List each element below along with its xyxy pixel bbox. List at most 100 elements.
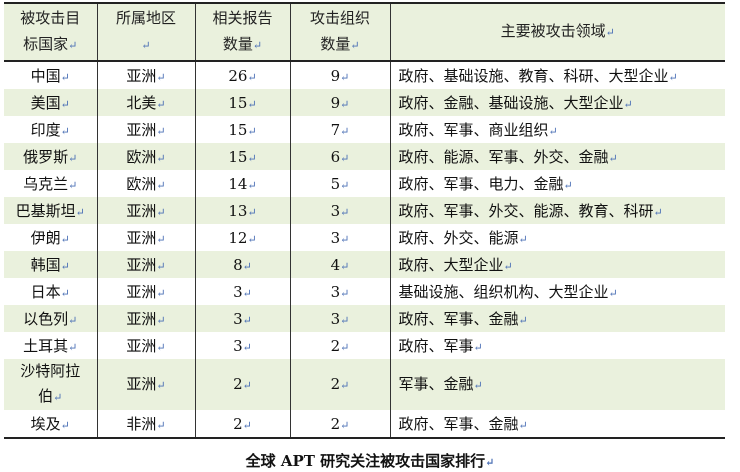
table-cell: 以色列↵ <box>4 305 98 332</box>
cell-text: 15 <box>228 147 248 166</box>
table-row: 俄罗斯↵ 欧洲↵ 15↵ 6↵ 政府、能源、军事、外交、金融↵ <box>4 143 725 170</box>
table-cell: 2↵ <box>194 359 291 410</box>
table-row: 印度↵ 亚洲↵ 15↵ 7↵ 政府、军事、商业组织↵ <box>4 116 725 143</box>
table-cell: 2↵ <box>194 410 291 438</box>
table-cell: 13↵ <box>194 197 291 224</box>
return-mark-icon: ↵ <box>485 456 495 469</box>
return-mark-icon: ↵ <box>156 341 166 354</box>
cell-text: 亚洲 <box>126 202 157 220</box>
return-mark-icon: ↵ <box>518 314 528 327</box>
cell-text: 美国 <box>30 94 61 112</box>
return-mark-icon: ↵ <box>242 378 252 392</box>
table-cell: 7↵ <box>289 116 391 143</box>
table-row: 土耳其↵ 亚洲↵ 3↵ 2↵ 政府、军事↵ <box>4 332 725 359</box>
cell-text: 9 <box>330 66 341 85</box>
table-cell: 俄罗斯↵ <box>4 143 98 170</box>
table-cell: 15↵ <box>194 143 291 170</box>
return-mark-icon: ↵ <box>242 418 252 432</box>
cell-text: 9 <box>330 93 341 112</box>
return-mark-icon: ↵ <box>53 391 63 404</box>
column-header: 主要被攻击领域↵ <box>389 3 725 61</box>
cell-text: 以色列 <box>23 310 69 328</box>
table-cell: 亚洲↵ <box>96 359 196 410</box>
cell-text: 政府、金融、基础设施、大型企业 <box>398 94 624 112</box>
table-cell: 3↵ <box>289 278 391 305</box>
table-cell: 亚洲↵ <box>96 224 196 251</box>
return-mark-icon: ↵ <box>247 70 257 84</box>
cell-text: 3 <box>330 309 341 328</box>
table-cell: 政府、军事、金融↵ <box>389 305 725 332</box>
column-header: 攻击组织数量↵ <box>289 3 391 61</box>
table-cell: 政府、金融、基础设施、大型企业↵ <box>389 89 725 116</box>
table-cell: 26↵ <box>194 61 291 89</box>
table-cell: 非洲↵ <box>96 410 196 438</box>
table-cell: 政府、大型企业↵ <box>389 251 725 278</box>
return-mark-icon: ↵ <box>247 178 257 192</box>
cell-text: 政府、基础设施、教育、科研、大型企业 <box>398 67 669 85</box>
cell-text: 2 <box>233 374 243 393</box>
return-mark-icon: ↵ <box>340 124 350 138</box>
table-cell: 2↵ <box>289 410 391 438</box>
table-row: 日本↵ 亚洲↵ 3↵ 3↵ 基础设施、组织机构、大型企业↵ <box>4 278 725 305</box>
table-cell: 3↵ <box>194 305 291 332</box>
table-cell: 政府、军事、电力、金融↵ <box>389 170 725 197</box>
cell-text: 伊朗 <box>30 229 61 247</box>
cell-text: 亚洲 <box>126 256 157 274</box>
return-mark-icon: ↵ <box>242 340 252 354</box>
column-header-label: 被攻击目标国家 <box>20 9 81 53</box>
return-mark-icon: ↵ <box>68 314 78 327</box>
return-mark-icon: ↵ <box>340 151 350 165</box>
return-mark-icon: ↵ <box>156 152 166 165</box>
return-mark-icon: ↵ <box>608 287 618 300</box>
return-mark-icon: ↵ <box>156 233 166 246</box>
cell-text: 欧洲 <box>126 175 157 193</box>
return-mark-icon: ↵ <box>156 260 166 273</box>
return-mark-icon: ↵ <box>242 313 252 327</box>
table-cell: 伊朗↵ <box>4 224 98 251</box>
cell-text: 26 <box>228 66 248 85</box>
table-cell: 4↵ <box>289 251 391 278</box>
cell-text: 3 <box>330 201 341 220</box>
cell-text: 政府、军事、金融 <box>398 310 519 328</box>
table-cell: 巴基斯坦↵ <box>4 197 98 224</box>
cell-text: 政府、大型企业 <box>398 256 504 274</box>
cell-text: 15 <box>228 120 248 139</box>
cell-text: 亚洲 <box>126 229 157 247</box>
cell-text: 8 <box>233 255 243 274</box>
table-cell: 欧洲↵ <box>96 143 196 170</box>
return-mark-icon: ↵ <box>68 39 78 52</box>
return-mark-icon: ↵ <box>518 419 528 432</box>
table-row: 沙特阿拉伯↵ 亚洲↵ 2↵ 2↵ 军事、金融↵ <box>4 359 725 410</box>
cell-text: 埃及 <box>30 415 61 433</box>
return-mark-icon: ↵ <box>548 125 558 138</box>
table-cell: 亚洲↵ <box>96 278 196 305</box>
cell-text: 土耳其 <box>23 337 69 355</box>
table-cell: 2↵ <box>289 359 391 410</box>
return-mark-icon: ↵ <box>340 205 350 219</box>
table-cell: 2↵ <box>289 332 391 359</box>
caption-text: 全球 APT 研究关注被攻击国家排行 <box>245 452 486 470</box>
return-mark-icon: ↵ <box>242 286 252 300</box>
cell-text: 15 <box>228 93 248 112</box>
cell-text: 巴基斯坦 <box>15 202 76 220</box>
return-mark-icon: ↵ <box>518 233 528 246</box>
return-mark-icon: ↵ <box>156 378 166 392</box>
table-cell: 15↵ <box>194 116 291 143</box>
return-mark-icon: ↵ <box>608 152 618 165</box>
return-mark-icon: ↵ <box>340 70 350 84</box>
return-mark-icon: ↵ <box>60 233 70 246</box>
cell-text: 印度 <box>30 121 61 139</box>
return-mark-icon: ↵ <box>605 26 615 39</box>
return-mark-icon: ↵ <box>60 71 70 84</box>
table-cell: 9↵ <box>289 89 391 116</box>
return-mark-icon: ↵ <box>340 313 350 327</box>
cell-text: 2 <box>330 336 341 355</box>
return-mark-icon: ↵ <box>252 39 263 52</box>
cell-text: 7 <box>330 120 341 139</box>
cell-text: 政府、能源、军事、外交、金融 <box>398 148 609 166</box>
cell-text: 欧洲 <box>126 148 157 166</box>
column-header-label: 主要被攻击领域 <box>500 22 606 40</box>
table-cell: 亚洲↵ <box>96 61 196 89</box>
return-mark-icon: ↵ <box>247 205 257 219</box>
table-cell: 9↵ <box>289 61 391 89</box>
